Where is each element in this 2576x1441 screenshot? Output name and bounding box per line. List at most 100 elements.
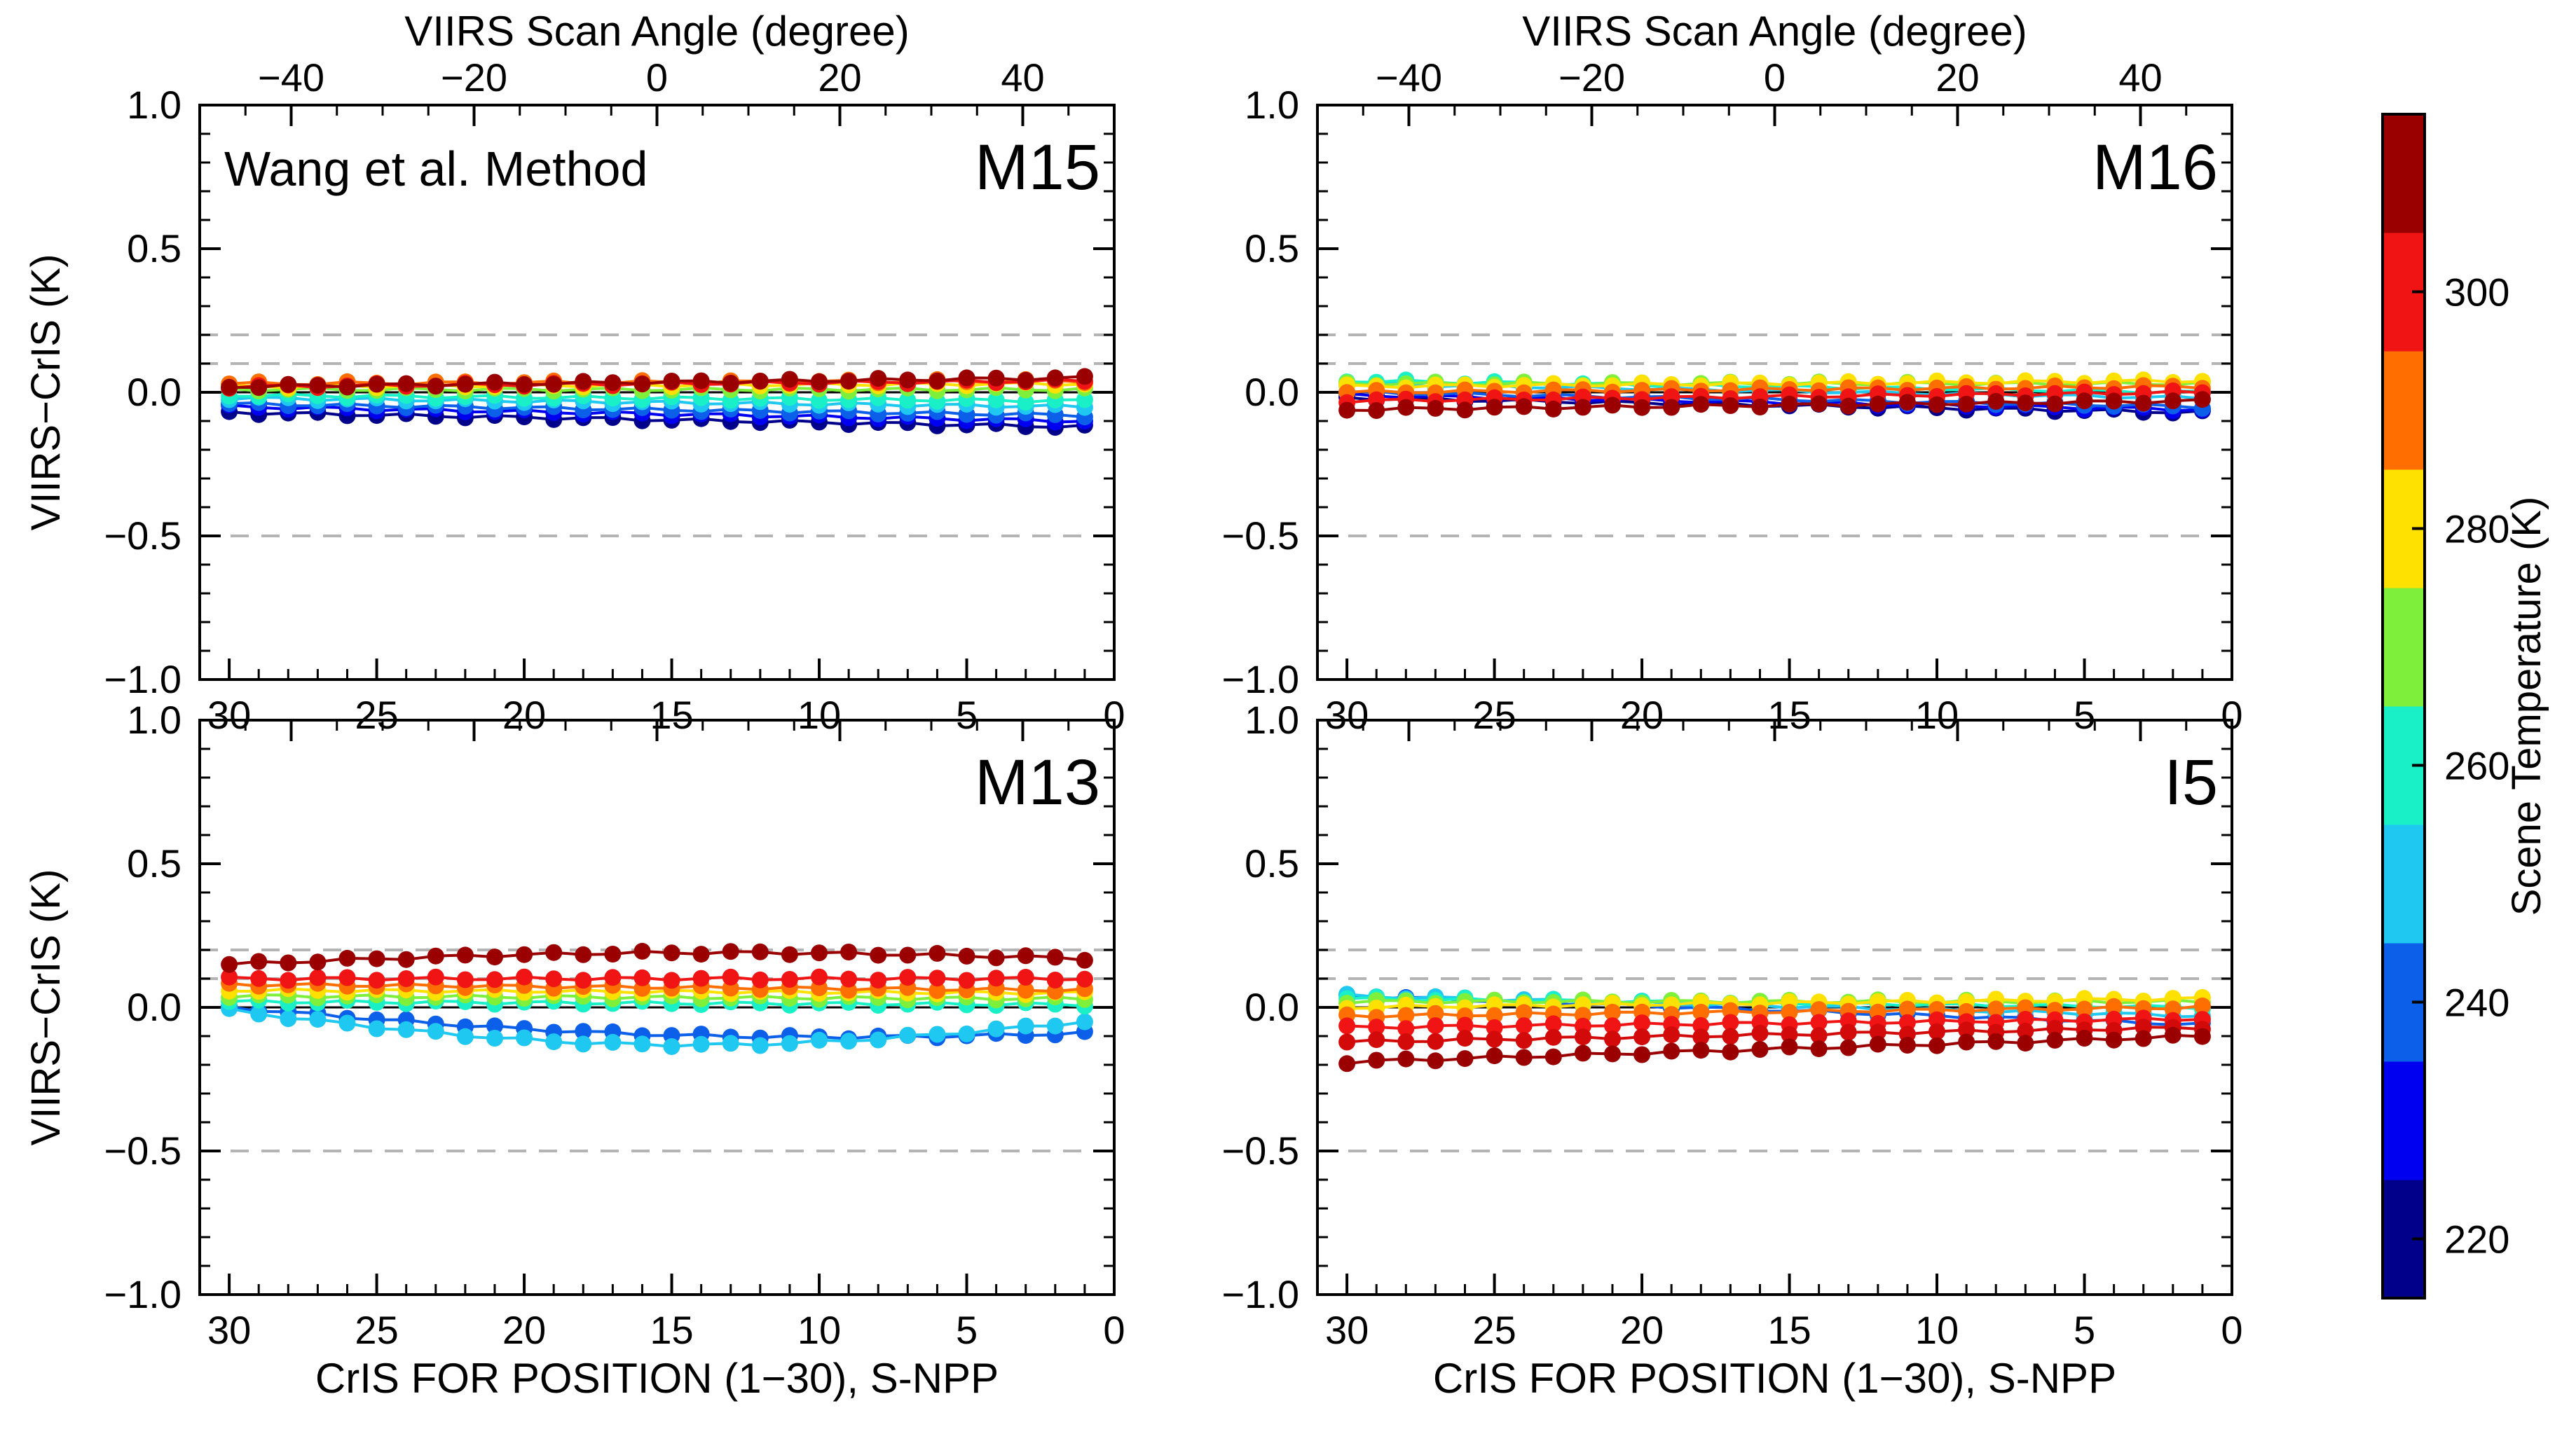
data-point xyxy=(1928,1023,1945,1040)
data-point xyxy=(2076,1030,2093,1047)
colorbar-tick-label: 220 xyxy=(2444,1218,2509,1262)
top-tick-label: 0 xyxy=(1764,55,1786,99)
data-point xyxy=(280,1010,297,1028)
panel-m15: 1.00.50.0−0.5−1.030 25 20 15 10 5 0−40 −20 0 20 40… xyxy=(23,8,1125,737)
panel-title: M15 xyxy=(975,132,1100,203)
data-point xyxy=(1515,1049,1533,1066)
colorbar-segment xyxy=(2383,351,2425,470)
data-point xyxy=(1928,1037,1945,1054)
method-note: Wang et al. Method xyxy=(224,142,648,196)
data-point xyxy=(781,946,798,963)
y-tick-label: −1.0 xyxy=(104,1272,181,1316)
data-point xyxy=(840,970,858,988)
data-point xyxy=(309,969,327,986)
series-line xyxy=(228,386,1085,393)
data-point xyxy=(1486,1019,1503,1036)
x-tick-label: 10 xyxy=(797,693,841,737)
data-point xyxy=(1898,1000,1916,1018)
data-point xyxy=(870,972,887,989)
top-tick-label: 40 xyxy=(1001,55,1044,99)
data-point xyxy=(870,370,887,387)
series-line xyxy=(228,993,1085,1002)
data-point xyxy=(2193,391,2211,408)
colorbar-tick-label: 300 xyxy=(2444,270,2509,315)
data-point xyxy=(840,944,858,960)
data-point xyxy=(1017,371,1034,389)
data-point xyxy=(545,375,563,393)
data-point xyxy=(811,373,828,390)
data-point xyxy=(221,968,238,986)
top-tick-label: −40 xyxy=(1376,55,1442,99)
data-point xyxy=(1869,1023,1886,1041)
data-point xyxy=(899,1026,917,1044)
series-300 xyxy=(221,968,1093,989)
data-point xyxy=(368,1020,385,1037)
top-axis-label: VIIRS Scan Angle (degree) xyxy=(1522,8,2027,55)
data-point xyxy=(1076,391,1093,408)
data-point xyxy=(1604,1045,1621,1063)
data-point xyxy=(1692,396,1710,413)
top-tick-label: 40 xyxy=(2118,55,2162,99)
x-tick-label: 30 xyxy=(1325,1308,1369,1352)
colorbar-tick-label: 260 xyxy=(2444,744,2509,788)
data-point xyxy=(1046,972,1064,988)
data-point xyxy=(2105,998,2123,1015)
data-point xyxy=(1544,1028,1562,1046)
data-point xyxy=(1456,1016,1474,1034)
data-point xyxy=(338,1014,356,1032)
top-tick-label: 20 xyxy=(818,55,861,99)
data-point xyxy=(722,375,739,392)
panel-title: M13 xyxy=(975,747,1100,818)
y-tick-label: 0.0 xyxy=(1245,370,1299,414)
data-point xyxy=(1633,1046,1651,1063)
data-point xyxy=(751,971,769,988)
data-point xyxy=(280,972,297,989)
data-point xyxy=(338,969,356,986)
data-point xyxy=(1633,1014,1651,1032)
data-point xyxy=(1046,949,1064,966)
data-point xyxy=(1751,399,1769,415)
data-point xyxy=(427,378,444,395)
data-point xyxy=(1604,1030,1621,1048)
data-point xyxy=(958,947,975,965)
data-point xyxy=(1987,392,2005,410)
data-point xyxy=(663,972,680,989)
x-tick-label: 15 xyxy=(1767,1308,1811,1352)
data-point xyxy=(722,943,739,960)
data-point xyxy=(1076,970,1093,988)
colorbar-segment xyxy=(2383,588,2425,707)
x-tick-label: 0 xyxy=(2221,1308,2242,1352)
data-point xyxy=(781,371,798,388)
data-point xyxy=(2017,394,2034,412)
data-point xyxy=(811,392,828,409)
data-point xyxy=(604,946,622,963)
colorbar-frame xyxy=(2381,113,2426,1299)
data-point xyxy=(1338,401,1356,419)
data-point xyxy=(1633,399,1651,416)
data-point xyxy=(1338,1017,1356,1035)
x-tick-label: 25 xyxy=(1472,1308,1516,1352)
data-point xyxy=(1397,1007,1415,1024)
data-point xyxy=(2017,1035,2034,1052)
data-point xyxy=(2076,1000,2093,1018)
y-tick-label: −0.5 xyxy=(1221,513,1299,558)
data-point xyxy=(427,1023,444,1040)
y-tick-label: −1.0 xyxy=(104,657,181,701)
data-point xyxy=(1722,1043,1739,1061)
data-point xyxy=(1869,1035,1886,1053)
data-point xyxy=(1017,1017,1034,1035)
data-point xyxy=(1427,1017,1444,1035)
data-point xyxy=(1781,1004,1798,1021)
x-tick-label: 15 xyxy=(650,1308,693,1352)
data-point xyxy=(692,372,710,389)
data-point xyxy=(751,943,769,960)
data-point xyxy=(1810,395,1828,413)
data-point xyxy=(516,375,533,393)
data-point xyxy=(692,1035,710,1053)
data-point xyxy=(987,1020,1005,1037)
data-point xyxy=(397,970,415,987)
x-tick-label: 30 xyxy=(207,693,251,737)
data-point xyxy=(1368,1031,1385,1049)
top-tick-label: −20 xyxy=(441,55,507,99)
data-point xyxy=(2105,392,2123,410)
